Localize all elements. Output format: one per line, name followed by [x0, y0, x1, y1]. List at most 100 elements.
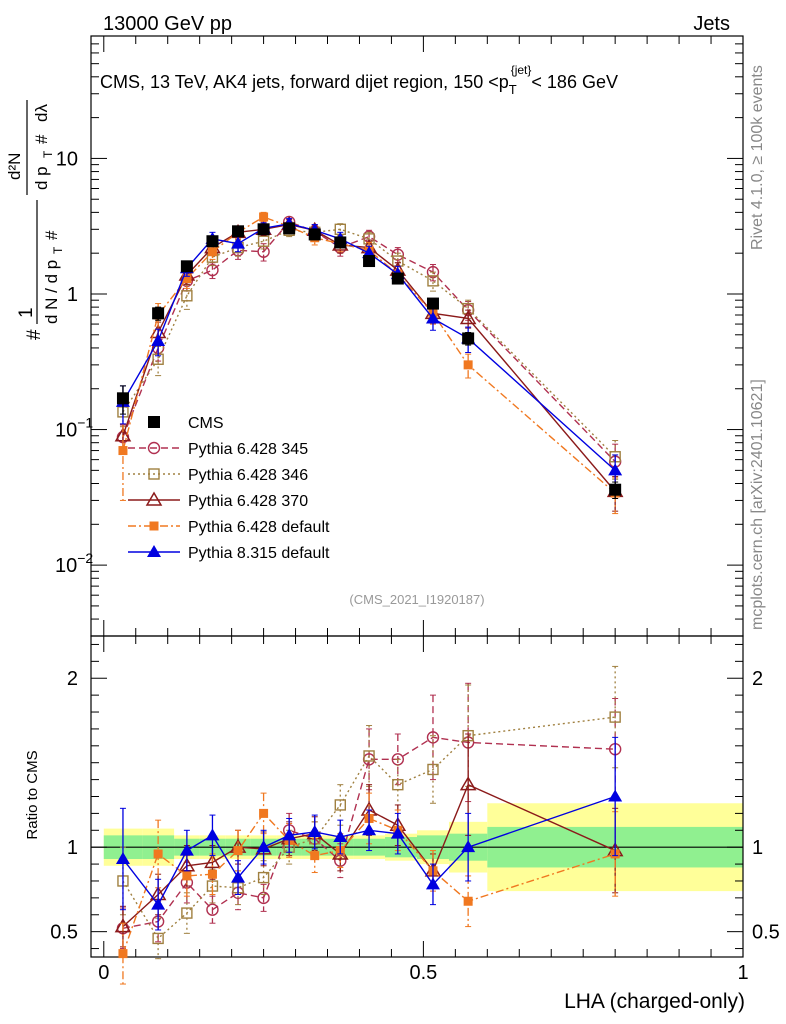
- ratio-ytick-label-right-0: 0.5: [752, 922, 780, 944]
- svg-text:T: T: [41, 150, 55, 158]
- ratio-series-4-point: [390, 826, 405, 839]
- main-series-0-point: [180, 260, 193, 273]
- main-series-5-point: [608, 463, 623, 476]
- main-ytick-label-2: 1: [67, 284, 78, 306]
- main-series-0-point: [283, 222, 296, 235]
- main-series-0-point: [426, 297, 439, 310]
- main-series-4-point: [182, 274, 192, 284]
- main-ylabel: # 1 d N / d p T # d²N d p T # dλ: [5, 100, 65, 340]
- legend-marker-5: [147, 545, 161, 557]
- main-series-0-point: [609, 483, 622, 496]
- svg-text:d N / d p: d N / d p: [42, 260, 61, 324]
- main-series-0-point: [257, 223, 270, 236]
- ratio-xtick-label-1: 0.5: [409, 962, 437, 984]
- main-series-0-point: [462, 332, 475, 345]
- ratio-series-1-point: [257, 871, 270, 884]
- main-series-0-point: [391, 272, 404, 285]
- ratio-series-1-point: [609, 711, 621, 723]
- main-series-1-point: [206, 263, 219, 277]
- ratio-series-2-point: [204, 853, 221, 869]
- ratio-panel: 0.5 0.51 12 20 0.5 1: [50, 635, 780, 985]
- main-ytick-exp: −2: [77, 550, 93, 566]
- ratio-series-3-point: [182, 871, 192, 881]
- ratio-frame: [90, 635, 744, 958]
- main-series-2-point: [181, 290, 193, 302]
- ratio-xlabel: LHA (charged-only): [564, 990, 745, 1013]
- rivet-version-text: Rivet 4.1.0, ≥ 100k events: [749, 65, 766, 250]
- svg-text:#: #: [42, 230, 61, 240]
- legend-label-1: Pythia 6.428 345: [188, 441, 308, 458]
- ratio-ylabel: Ratio to CMS: [24, 750, 41, 839]
- svg-text:#: #: [32, 134, 51, 144]
- ratio-series-4-point: [256, 840, 271, 853]
- ratio-series-4-point: [179, 843, 194, 856]
- ratio-ytick-label-right-1: 1: [752, 837, 763, 859]
- ratio-ytick-label-2: 2: [67, 668, 78, 690]
- main-series-4-point: [259, 212, 269, 222]
- ratio-series-3-point: [259, 808, 269, 818]
- ratio-series-1-point: [427, 763, 439, 776]
- ratio-series-2-point: [114, 918, 132, 933]
- ratio-series-4-point: [115, 852, 130, 865]
- ratio-series-3-point: [233, 846, 243, 856]
- mcplots-url-text: mcplots.cern.ch [arXiv:2401.10621]: [749, 379, 766, 630]
- legend-marker-3: [145, 491, 163, 506]
- main-series-4-point: [207, 247, 217, 257]
- ratio-series-3-point: [118, 949, 128, 959]
- main-ytick-label-3: 10: [56, 148, 78, 170]
- legend-label-3: Pythia 6.428 370: [188, 493, 308, 510]
- legend-marker-4: [149, 521, 159, 531]
- main-series-2-line-2: [122, 228, 616, 458]
- ratio-series-4-point: [151, 897, 166, 910]
- ratio-series-4-point: [282, 828, 297, 841]
- main-series-3-point: [459, 309, 477, 325]
- main-series-0-point: [152, 307, 165, 320]
- title-prefix: CMS, 13 TeV, AK4 jets, forward dijet reg…: [100, 72, 509, 92]
- main-ytick-exp: −1: [77, 415, 93, 431]
- title-suffix: < 186 GeV: [531, 72, 618, 92]
- legend: CMS Pythia 6.428 345 Pythia 6.428 346 Pythi…: [128, 415, 330, 562]
- main-series-0-point: [116, 392, 129, 405]
- title-sub: T: [509, 82, 517, 97]
- header-left: 13000 GeV pp: [103, 13, 232, 35]
- ratio-series-1-point: [181, 907, 193, 919]
- ratio-series-4-point: [307, 824, 322, 837]
- title-sup: {jet}: [511, 63, 532, 77]
- ratio-series-4-point: [425, 877, 440, 890]
- ratio-series-1-point: [363, 750, 375, 762]
- ratio-series-3-point: [153, 849, 163, 859]
- ratio-xtick-label-2: 1: [737, 962, 748, 984]
- ratio-series-1-point: [392, 778, 404, 791]
- svg-text:d²N: d²N: [5, 153, 24, 180]
- ratio-series-4-point: [333, 830, 348, 843]
- ratio-series-3-point: [207, 869, 217, 879]
- main-series-0-point: [308, 228, 321, 241]
- main-ytick-label-0: 10−2: [55, 550, 93, 577]
- ratio-series-0-point: [206, 903, 219, 916]
- ratio-series-0-line-0: [122, 736, 616, 929]
- svg-text:#: #: [24, 329, 45, 340]
- ratio-series-1-point: [334, 799, 346, 811]
- legend-label-4: Pythia 6.428 default: [188, 519, 330, 536]
- legend-label-0: CMS: [188, 415, 224, 432]
- ratio-series-2-point: [459, 776, 477, 791]
- ratio-series-3-point: [310, 851, 320, 861]
- main-ytick-label-1: 10−1: [55, 415, 93, 442]
- main-series-5-point: [231, 236, 246, 249]
- svg-text:T: T: [51, 246, 65, 254]
- ratio-series-1-point: [152, 932, 164, 945]
- legend-marker-2: [148, 468, 160, 480]
- header-right: Jets: [693, 13, 730, 35]
- main-panel: 10−2 10−1 1 10 CMS Pythia 6.428 345 Pythia 6.4…: [55, 35, 744, 637]
- ratio-ytick-label-right-2: 2: [752, 668, 763, 690]
- legend-label-5: Pythia 8.315 default: [188, 545, 330, 562]
- main-series-5-point: [151, 334, 166, 347]
- ratio-ytick-label-1: 1: [67, 837, 78, 859]
- main-title: CMS, 13 TeV, AK4 jets, forward dijet reg…: [100, 63, 618, 97]
- main-series-4-point: [118, 446, 128, 456]
- main-series-0-point: [334, 236, 347, 249]
- ratio-series-4-point: [205, 828, 220, 841]
- svg-text:1: 1: [16, 307, 37, 318]
- ratio-series-4-point: [362, 823, 377, 836]
